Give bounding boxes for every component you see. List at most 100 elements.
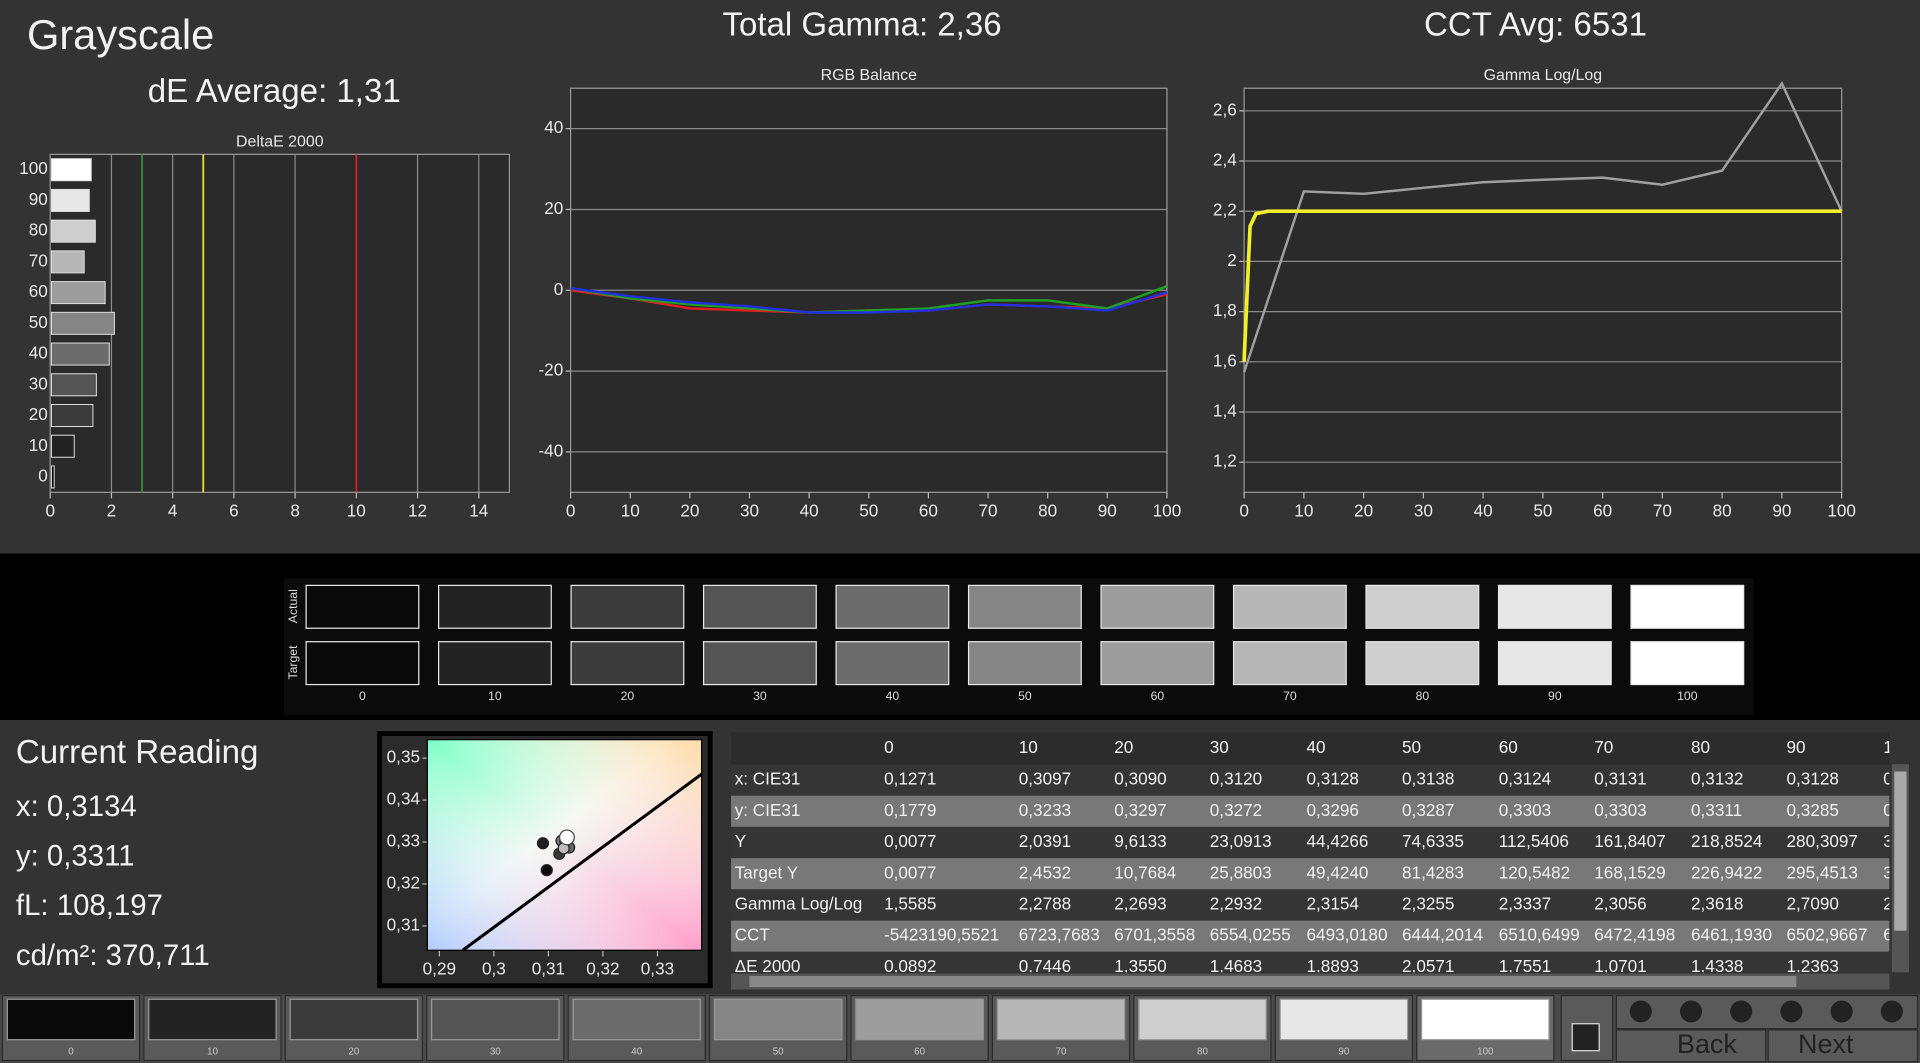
table-cell: 6701,3558 (1114, 925, 1195, 945)
table-cell: 0 (1883, 769, 1893, 789)
next-button[interactable] (1767, 1029, 1919, 1063)
x-tick-label: 4 (168, 500, 178, 520)
x-tick-label: 14 (469, 500, 489, 520)
x-tick-label: 70 (979, 500, 998, 520)
x-tick-label: 80 (1713, 500, 1732, 520)
swatch-actual (835, 584, 950, 629)
table-cell: 2,3337 (1499, 894, 1551, 914)
swatch-label: 40 (886, 689, 900, 703)
table-cell: 10,7684 (1114, 862, 1176, 882)
x-tick-label: 90 (1098, 500, 1117, 520)
y-tick-label: 2,2 (1213, 200, 1237, 220)
icon-button[interactable] (1880, 1000, 1903, 1023)
table-header-bg (731, 732, 1890, 763)
table: 0 10 20 30 40 50 60 70 80 90 1x: CIE31 0,1271 0,3097… (731, 732, 1893, 976)
column-header: 80 (1691, 737, 1710, 757)
bar (50, 373, 97, 397)
x-tick-label: 90 (1772, 500, 1791, 520)
table-row (731, 826, 1890, 859)
x-tick-label: 100 (1827, 500, 1856, 520)
swatch-button-label: 70 (1056, 1047, 1067, 1058)
table-cell: 1,4683 (1210, 956, 1262, 976)
swatch-button-color (148, 998, 277, 1041)
swatch-actual (702, 584, 817, 629)
swatch-label: 10 (488, 689, 502, 703)
swatch-actual (1365, 584, 1480, 629)
swatch-actual (1630, 584, 1745, 629)
icon-button[interactable] (1830, 1000, 1853, 1023)
table-cell: 2,7090 (1787, 894, 1839, 914)
table-cell: 112,5406 (1499, 831, 1569, 851)
table-cell: 2,3056 (1594, 894, 1646, 914)
table-cell: 0,3120 (1210, 769, 1262, 789)
scroll-thumb[interactable] (1894, 771, 1907, 931)
y-tick-label: 0,35 (387, 747, 420, 767)
swatch-actual (305, 584, 420, 629)
table-cell: 25,8803 (1210, 862, 1272, 882)
x-tick-label: 30 (740, 500, 759, 520)
swatch-target (1630, 641, 1745, 686)
table-cell: 3 (1883, 862, 1893, 882)
column-header: 1 (1883, 737, 1893, 757)
x-tick-label: 0 (45, 500, 55, 520)
back-label[interactable]: Back (1677, 1029, 1737, 1059)
swatch-button-color (855, 998, 984, 1041)
swatch-button-color (289, 998, 419, 1041)
y-category-label: 30 (29, 373, 48, 393)
y-category-label: 70 (29, 250, 48, 270)
swatch-button-color (1279, 998, 1409, 1041)
table-cell: 0,3233 (1019, 800, 1071, 820)
x-tick-label: 0,32 (586, 958, 619, 978)
table-cell: 161,8407 (1594, 831, 1665, 851)
chart-title: RGB Balance (821, 67, 918, 84)
row-label: CCT (735, 925, 771, 945)
x-tick-label: 80 (1038, 500, 1057, 520)
y-category-label: 50 (29, 312, 48, 332)
table-cell: 0,3296 (1307, 800, 1359, 820)
series-line (1242, 81, 1843, 373)
x-tick-label: 100 (1153, 500, 1182, 520)
reading-line: y: 0,3311 (16, 840, 135, 873)
x-tick-label: 10 (1294, 500, 1313, 520)
table-cell: 6 (1883, 925, 1893, 945)
table-cell: 81,4283 (1402, 862, 1464, 882)
reading-line: cd/m²: 370,711 (16, 939, 210, 972)
table-cell: 0,3297 (1114, 800, 1166, 820)
swatch-target (1497, 641, 1612, 686)
series-line (570, 285, 1168, 314)
scatter-point (558, 829, 575, 846)
bar (50, 250, 85, 274)
scroll-thumb[interactable] (749, 975, 1797, 988)
table-cell: 1,3550 (1114, 956, 1166, 976)
chart-title: DeltaE 2000 (236, 133, 324, 150)
swatch-button-label: 20 (348, 1047, 359, 1058)
icon-button[interactable] (1629, 1000, 1652, 1023)
next-label[interactable]: Next (1798, 1029, 1854, 1059)
row-label: Target (286, 645, 300, 680)
table-cell: 6493,0180 (1307, 925, 1388, 945)
bar (50, 219, 96, 243)
table-cell: 0,3272 (1210, 800, 1262, 820)
icon-button[interactable] (1780, 1000, 1803, 1023)
series-line (570, 287, 1168, 314)
stop-icon (1571, 1023, 1600, 1052)
icon-button[interactable] (1680, 1000, 1703, 1023)
table-cell: 0,3128 (1787, 769, 1839, 789)
bar (50, 434, 75, 458)
table-cell: 0,3132 (1691, 769, 1743, 789)
y-tick-label: 0,33 (387, 831, 420, 851)
y-tick-label: 1,4 (1213, 401, 1237, 421)
back-button[interactable] (1615, 1029, 1767, 1063)
table-cell: 2,3154 (1307, 894, 1360, 914)
y-category-label: 90 (29, 189, 48, 209)
table-cell: 0,3311 (1691, 800, 1742, 820)
icon-button[interactable] (1730, 1000, 1753, 1023)
x-tick-label: 20 (1354, 500, 1373, 520)
table-cell: 2,2788 (1019, 894, 1071, 914)
table-row (731, 889, 1890, 921)
reading-line: x: 0,3134 (16, 790, 137, 823)
table-cell: 0,0077 (884, 862, 936, 882)
table-cell: 0,3097 (1019, 769, 1071, 789)
